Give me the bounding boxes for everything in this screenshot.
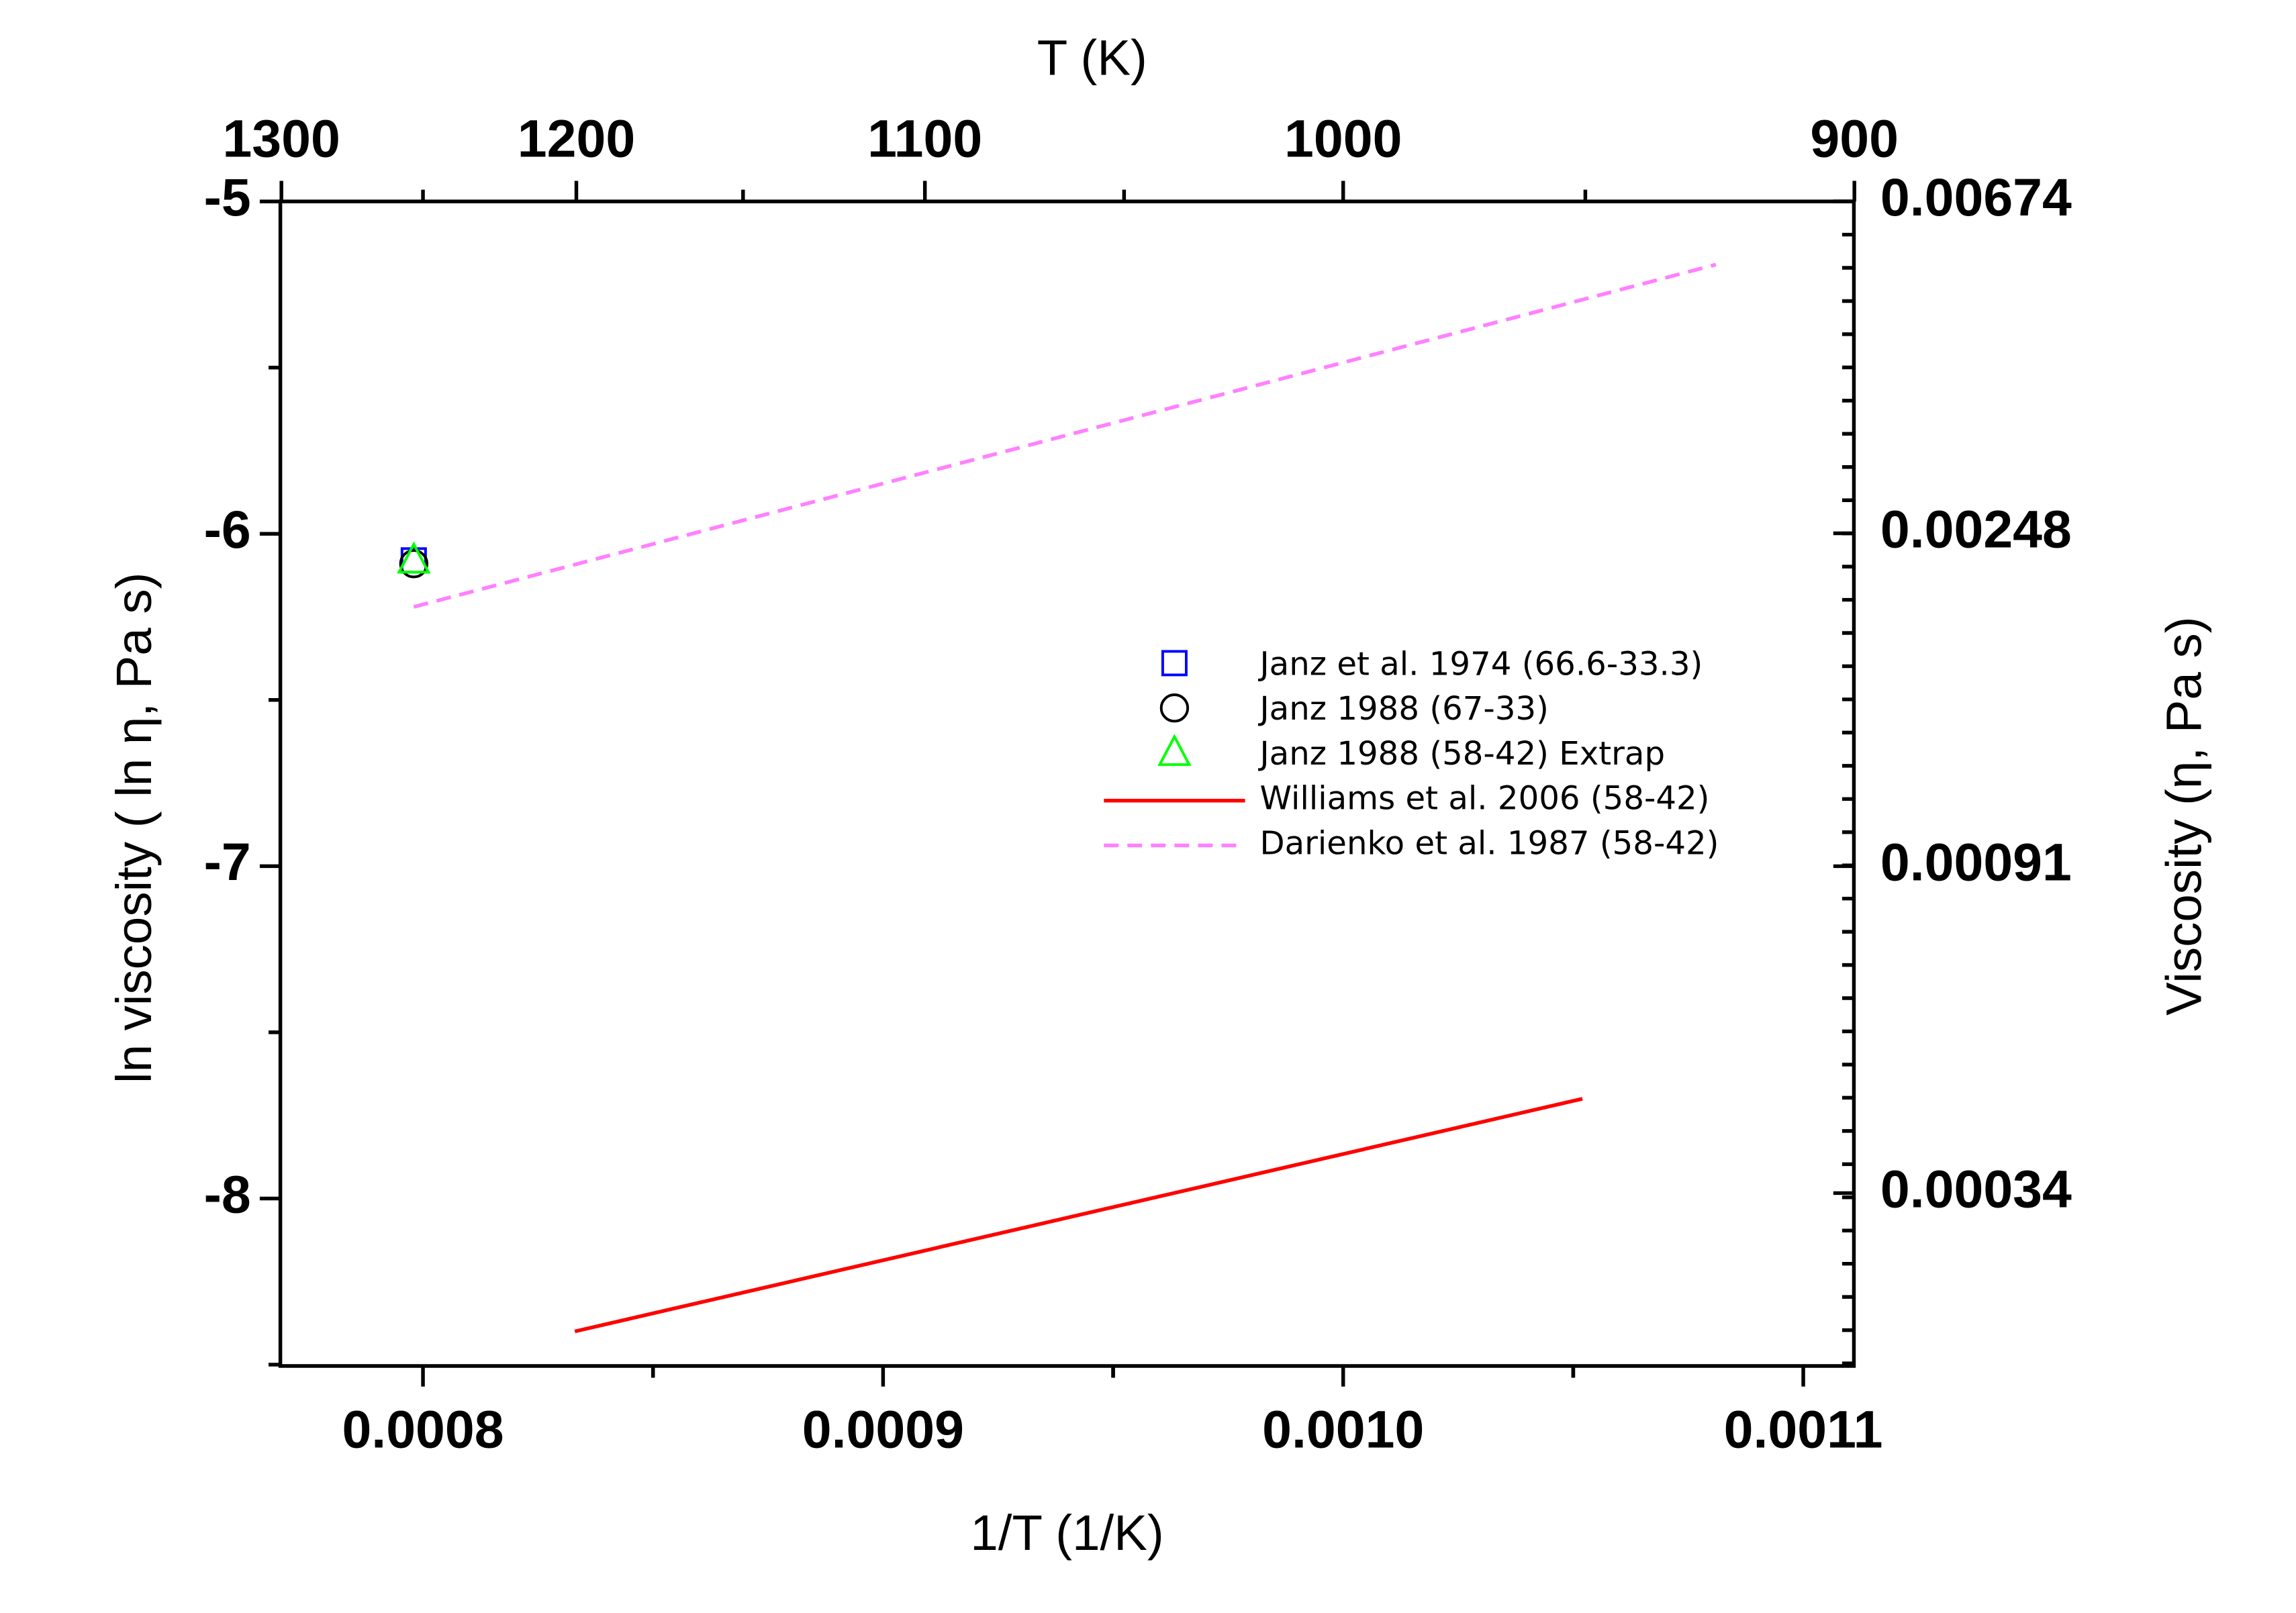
- y-tick-label: -7: [204, 832, 251, 891]
- y2-tick-label: 0.00248: [1880, 499, 2072, 558]
- series-line: [413, 262, 1717, 609]
- top-tick-label: 900: [1810, 109, 1899, 168]
- x-tick-label: 0.0009: [802, 1400, 964, 1459]
- series-line: [574, 1097, 1583, 1334]
- top-tick-label: 1300: [222, 109, 340, 168]
- circle-marker: [1159, 693, 1190, 723]
- x-tick-label: 0.0008: [342, 1400, 504, 1459]
- triangle-marker: [1157, 734, 1192, 767]
- y-tick-label: -5: [204, 168, 251, 227]
- x-tick-label: 0.0011: [1724, 1400, 1883, 1459]
- square-marker: [1161, 650, 1188, 677]
- legend-label: Janz 1988 (58-42) Extrap: [1257, 735, 1665, 773]
- legend-label: Williams et al. 2006 (58-42): [1259, 780, 1709, 818]
- triangle-marker: [397, 541, 431, 574]
- y2-tick-label: 0.00091: [1880, 832, 2072, 891]
- top-tick-label: 1000: [1284, 109, 1402, 168]
- legend-label: Janz 1988 (67-33): [1257, 690, 1548, 728]
- top-tick-label: 1100: [867, 109, 982, 168]
- y2-axis-title: Viscosity (η, Pa s): [2156, 616, 2211, 1016]
- top-axis-title: T (K): [1037, 30, 1147, 86]
- top-tick-label: 1200: [518, 109, 635, 168]
- plot-frame: [278, 199, 1856, 1368]
- y2-tick-label: 0.00674: [1880, 168, 2072, 227]
- x-tick-label: 0.0010: [1262, 1400, 1424, 1459]
- legend-label: Janz et al. 1974 (66.6-33.3): [1257, 645, 1703, 683]
- y-tick-label: -8: [204, 1165, 251, 1224]
- y-tick-label: -6: [204, 500, 251, 559]
- legend-label: Darienko et al. 1987 (58-42): [1259, 825, 1719, 863]
- y2-tick-label: 0.00034: [1880, 1159, 2072, 1218]
- circle-marker: [399, 549, 429, 579]
- y-axis-title: ln viscosity ( ln η, Pa s): [106, 573, 162, 1083]
- x-axis-title: 1/T (1/K): [970, 1505, 1163, 1561]
